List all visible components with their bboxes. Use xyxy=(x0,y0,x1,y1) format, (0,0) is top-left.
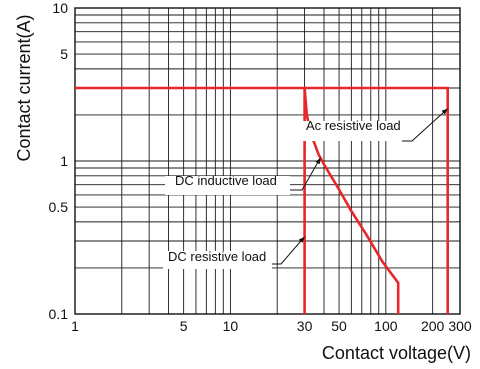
leader-line xyxy=(402,108,449,142)
arrowhead-icon xyxy=(315,157,321,165)
arrowhead-icon xyxy=(441,108,448,115)
x-tick-label: 1 xyxy=(71,318,79,334)
annotation-label: DC inductive load xyxy=(175,173,277,188)
x-tick-label: 100 xyxy=(374,318,398,334)
x-tick-label: 300 xyxy=(448,318,472,334)
x-tick-label: 5 xyxy=(180,318,188,334)
annotation-label: Ac resistive load xyxy=(306,118,401,133)
leader-line xyxy=(290,157,321,191)
annotations: Ac resistive load DC inductive load DC res… xyxy=(163,108,449,269)
plot-border xyxy=(74,7,461,315)
annotation-ac-resistive-load: Ac resistive load xyxy=(302,108,449,142)
y-tick-label: 1 xyxy=(60,153,68,169)
x-tick-label: 30 xyxy=(297,318,313,334)
x-axis-title: Contact voltage(V) xyxy=(322,343,471,363)
plot-frame xyxy=(74,7,461,315)
annotation-dc-inductive-load: DC inductive load xyxy=(165,157,321,195)
annotation-dc-resistive-load: DC resistive load xyxy=(163,236,305,269)
series-line-ac-resistive-load xyxy=(304,86,450,314)
annotation-bg xyxy=(165,176,290,195)
leader-line xyxy=(272,236,305,265)
y-axis-title: Contact current(A) xyxy=(14,14,34,161)
x-tick-label: 50 xyxy=(331,318,347,334)
annotation-bg xyxy=(163,251,272,269)
y-tick-label: 5 xyxy=(60,46,68,62)
annotation-bg xyxy=(302,121,402,141)
y-tick-label: 10 xyxy=(52,0,68,16)
annotation-label: DC resistive load xyxy=(168,249,266,264)
grid xyxy=(74,7,461,315)
x-tick-label: 200 xyxy=(421,318,445,334)
y-tick-label: 0.1 xyxy=(49,306,69,322)
x-tick-label: 10 xyxy=(223,318,239,334)
series-line-dc-resistive-load xyxy=(75,86,306,314)
tick-labels: 1 5 10 30 50 100 200 300 0.1 0.5 1 5 10 xyxy=(49,0,472,334)
y-tick-label: 0.5 xyxy=(49,199,69,215)
arrowhead-icon xyxy=(298,236,305,243)
